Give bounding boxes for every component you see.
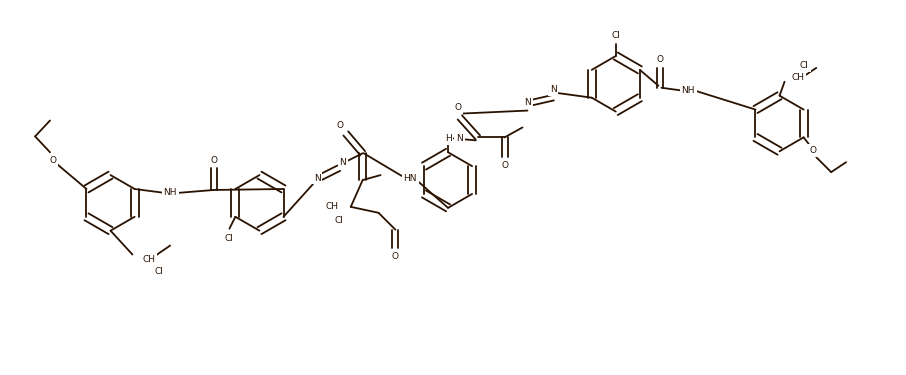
Text: H: H bbox=[445, 134, 451, 143]
Text: N: N bbox=[313, 174, 321, 183]
Text: Cl: Cl bbox=[800, 62, 809, 70]
Text: O: O bbox=[336, 121, 343, 130]
Text: CH: CH bbox=[142, 255, 155, 264]
Text: N: N bbox=[456, 134, 463, 143]
Text: O: O bbox=[50, 156, 56, 165]
Text: N: N bbox=[524, 98, 531, 107]
Text: Cl: Cl bbox=[225, 234, 234, 243]
Text: CH: CH bbox=[792, 74, 805, 82]
Text: O: O bbox=[501, 160, 508, 170]
Text: HN: HN bbox=[403, 174, 417, 183]
Text: O: O bbox=[455, 103, 461, 112]
Text: Cl: Cl bbox=[612, 31, 621, 40]
Text: O: O bbox=[210, 156, 217, 165]
Text: CH: CH bbox=[326, 202, 339, 211]
Text: O: O bbox=[810, 146, 817, 155]
Text: N: N bbox=[550, 85, 556, 94]
Text: Cl: Cl bbox=[334, 216, 343, 225]
Text: N: N bbox=[340, 158, 346, 167]
Text: NH: NH bbox=[163, 189, 177, 198]
Text: O: O bbox=[657, 56, 664, 64]
Text: O: O bbox=[392, 252, 399, 261]
Text: Cl: Cl bbox=[155, 267, 164, 276]
Text: NH: NH bbox=[681, 86, 695, 95]
